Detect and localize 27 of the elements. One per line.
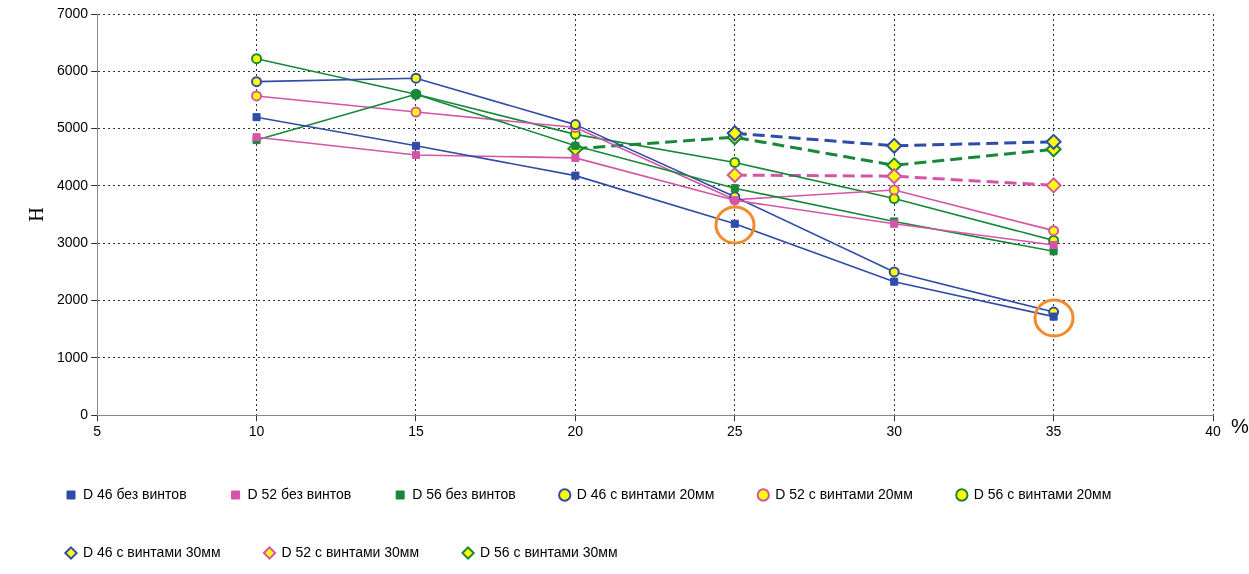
y-tick-label: 4000 bbox=[56, 176, 89, 193]
y-tick-label: 7000 bbox=[56, 4, 89, 21]
y-tick-label: 3000 bbox=[56, 234, 89, 251]
x-tick-label: 5 bbox=[93, 423, 102, 440]
legend-label: D 56 с винтами 20мм bbox=[973, 485, 1112, 502]
x-tick-label: 25 bbox=[726, 423, 743, 440]
legend-label: D 46 без винтов bbox=[83, 485, 187, 502]
legend-label: D 46 с винтами 30мм bbox=[83, 543, 221, 560]
y-tick-label: 2000 bbox=[56, 291, 89, 308]
x-tick-label: 15 bbox=[408, 423, 424, 440]
x-tick-label: 30 bbox=[886, 423, 903, 440]
y-tick-label: 1000 bbox=[56, 348, 89, 365]
x-tick-label: 20 bbox=[567, 423, 584, 440]
legend-label: D 46 с винтами 20мм bbox=[576, 485, 715, 502]
y-tick-label: 0 bbox=[80, 406, 89, 423]
x-axis-title: % bbox=[1231, 414, 1249, 437]
x-tick-label: 40 bbox=[1205, 423, 1221, 440]
x-tick-label: 10 bbox=[248, 423, 265, 440]
y-tick-label: 6000 bbox=[56, 62, 89, 79]
legend-label: D 56 без винтов bbox=[412, 485, 516, 502]
legend-label: D 52 с винтами 30мм bbox=[281, 543, 420, 560]
y-axis-title: Н bbox=[25, 207, 48, 222]
legend-label: D 52 без винтов bbox=[247, 485, 352, 502]
legend-label: D 56 с винтами 30мм bbox=[480, 543, 618, 560]
y-tick-label: 5000 bbox=[56, 119, 89, 136]
x-tick-label: 35 bbox=[1045, 423, 1062, 440]
legend-label: D 52 с винтами 20мм bbox=[775, 485, 913, 502]
